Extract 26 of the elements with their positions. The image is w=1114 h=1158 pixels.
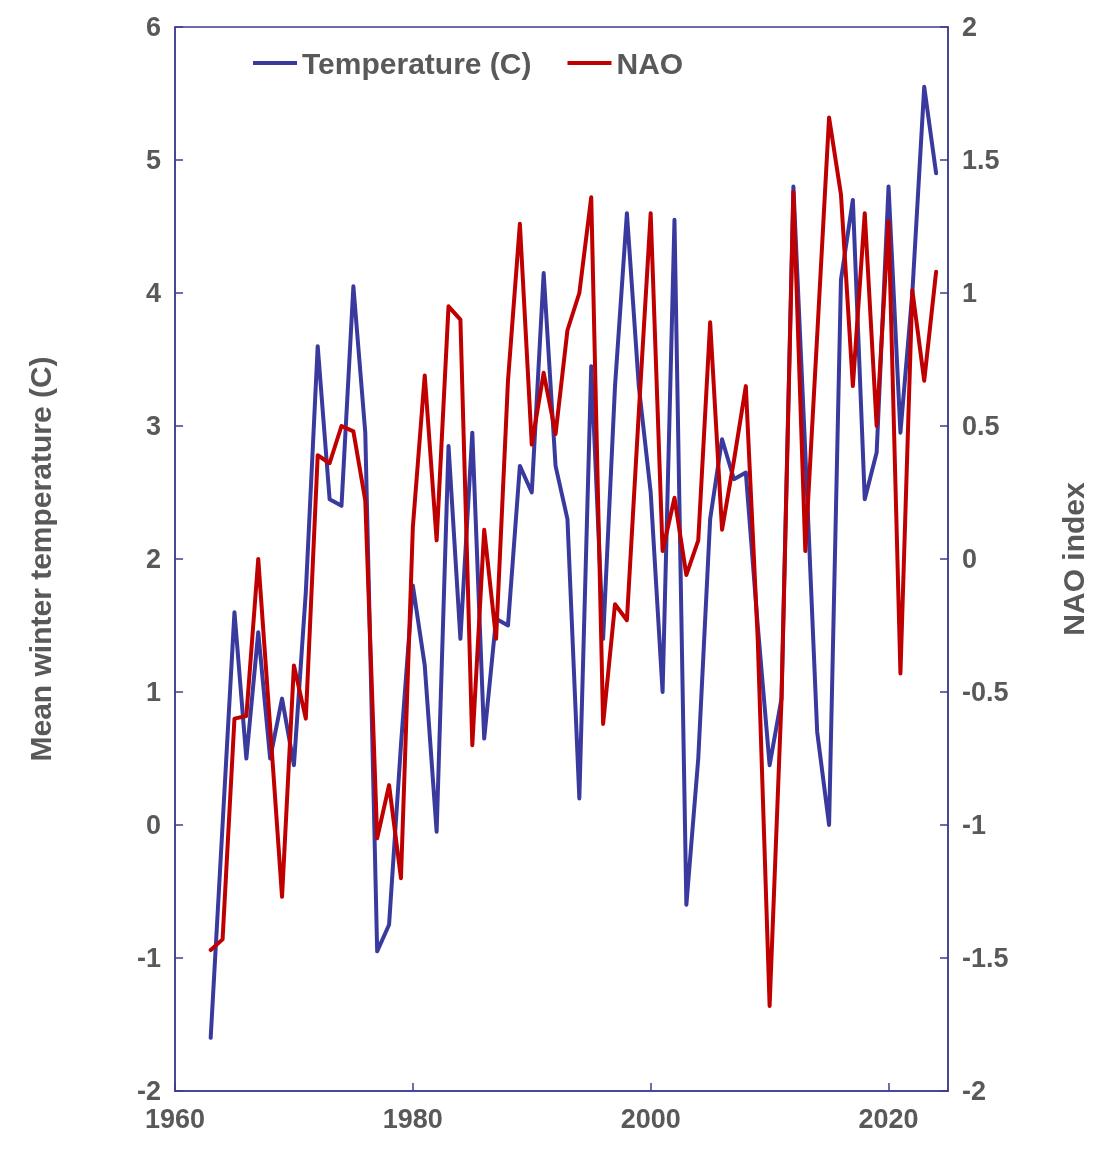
y-tick-label: -1 (136, 943, 161, 973)
y2-axis-title: NAO index (1056, 482, 1090, 636)
y2-tick-label: -1 (962, 810, 987, 840)
y2-tick-label: 2 (962, 12, 978, 42)
y-tick-label: 5 (145, 145, 161, 175)
y2-tick-label: 0 (962, 544, 978, 574)
x-tick-label: 1980 (382, 1103, 443, 1134)
y-tick-label: 0 (145, 810, 161, 840)
y-axis-title: Mean winter temperature (C) (23, 356, 57, 762)
y2-tick-label: 1 (962, 278, 978, 308)
y-tick-label: 2 (145, 544, 161, 574)
legend-label: Temperature (C) (302, 46, 532, 80)
x-tick-label: 2000 (620, 1103, 681, 1134)
y-tick-label: -2 (136, 1076, 161, 1106)
y2-tick-label: -1.5 (962, 943, 1009, 973)
y2-tick-label: 1.5 (962, 145, 1000, 175)
y2-tick-label: -2 (962, 1076, 987, 1106)
x-tick-label: 2020 (858, 1103, 919, 1134)
y-tick-label: 1 (145, 677, 161, 707)
x-tick-label: 1960 (144, 1103, 206, 1134)
y2-tick-label: -0.5 (962, 677, 1009, 707)
legend-label: NAO (616, 46, 684, 80)
y2-tick-label: 0.5 (962, 411, 1000, 441)
y-tick-label: 3 (145, 411, 161, 441)
y-tick-label: 4 (145, 278, 161, 308)
y-tick-label: 6 (145, 12, 161, 42)
